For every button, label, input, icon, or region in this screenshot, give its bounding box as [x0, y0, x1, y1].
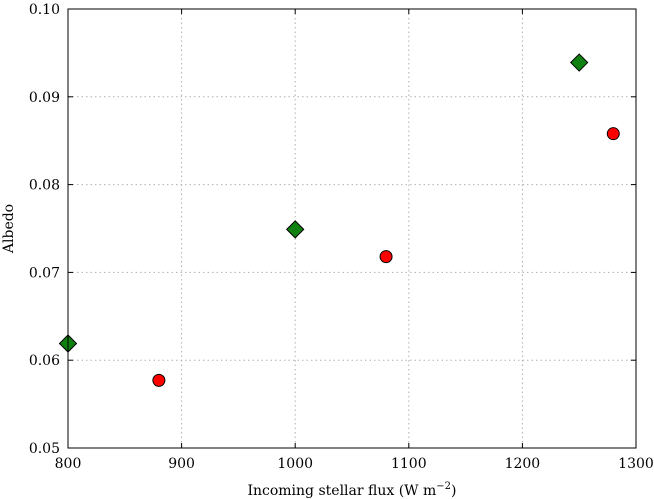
y-tick-label: 0.06	[29, 353, 60, 369]
diamond-data-point	[285, 220, 305, 239]
x-tick-label: 1100	[391, 456, 427, 472]
y-tick-label: 0.05	[29, 441, 60, 457]
x-tick-labels: 800 900 1000 1100 1200 1300	[55, 456, 654, 472]
x-tick-label: 1000	[277, 456, 313, 472]
y-tick-label: 0.10	[29, 2, 60, 18]
x-axis-label: Incoming stellar flux (W m−2)	[247, 481, 456, 499]
circle-data-point	[606, 127, 620, 141]
circle-data-point	[152, 373, 166, 387]
y-tick-label: 0.08	[29, 178, 60, 194]
circle-data-point	[379, 250, 393, 264]
y-tick-label: 0.07	[29, 265, 60, 281]
data-points	[58, 53, 620, 387]
x-tick-label: 800	[55, 456, 82, 472]
x-tick-label: 1200	[505, 456, 541, 472]
plot-frame	[67, 8, 637, 449]
y-tick-label: 0.09	[29, 90, 60, 106]
x-tick-label: 900	[168, 456, 195, 472]
y-tick-labels: 0.05 0.06 0.07 0.08 0.09 0.10	[29, 2, 60, 457]
x-tick-label: 1300	[618, 456, 654, 472]
diamond-data-point	[569, 53, 589, 72]
y-axis-label: Albedo	[1, 204, 17, 254]
